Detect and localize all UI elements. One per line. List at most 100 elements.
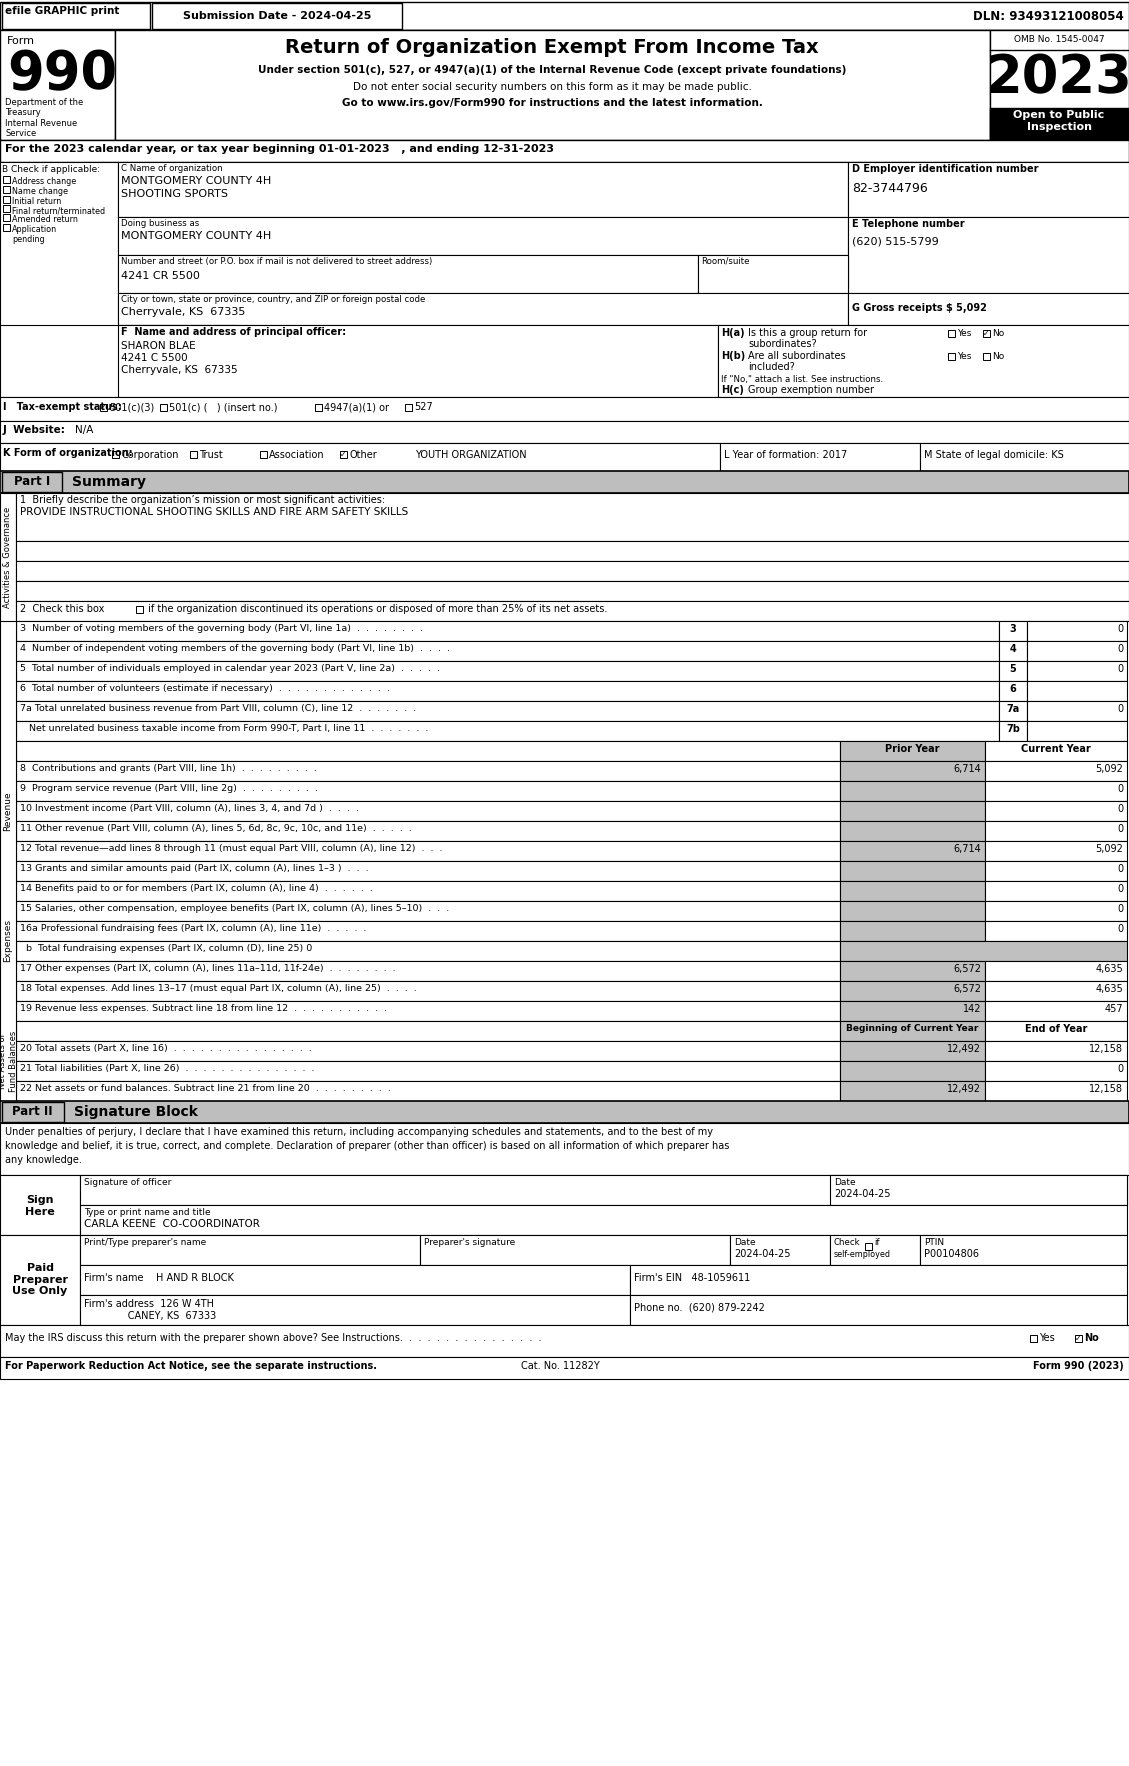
Bar [840, 761, 984, 781]
Bar [16, 922, 840, 941]
Bar [984, 1061, 1127, 1081]
Bar [16, 562, 1129, 581]
Text: subordinates?: subordinates? [749, 339, 816, 350]
Bar [990, 30, 1129, 140]
Text: 0: 0 [1117, 784, 1123, 795]
Text: ✓: ✓ [100, 403, 106, 411]
Bar [119, 293, 848, 325]
Text: 18 Total expenses. Add lines 13–17 (must equal Part IX, column (A), line 25)  . : 18 Total expenses. Add lines 13–17 (must… [20, 984, 417, 992]
Text: b  Total fundraising expenses (Part IX, column (D), line 25) 0: b Total fundraising expenses (Part IX, c… [20, 945, 313, 954]
Bar [999, 701, 1027, 721]
Bar [16, 781, 840, 802]
Bar [119, 325, 718, 397]
Bar [1075, 1335, 1082, 1342]
Text: Department of the
Treasury
Internal Revenue
Service: Department of the Treasury Internal Reve… [5, 97, 84, 138]
Bar [16, 600, 1129, 622]
Text: 12 Total revenue—add lines 8 through 11 (must equal Part VIII, column (A), line : 12 Total revenue—add lines 8 through 11 … [20, 844, 443, 853]
Text: 6,572: 6,572 [953, 984, 981, 994]
Text: Sign
Here: Sign Here [25, 1196, 55, 1217]
Bar [840, 781, 984, 802]
Text: Are all subordinates: Are all subordinates [749, 351, 846, 360]
Bar [80, 1204, 1127, 1234]
Bar [16, 1081, 840, 1100]
Text: Trust: Trust [199, 450, 222, 459]
Text: 4241 C 5500: 4241 C 5500 [121, 353, 187, 364]
Text: For Paperwork Reduction Act Notice, see the separate instructions.: For Paperwork Reduction Act Notice, see … [5, 1362, 377, 1370]
Text: Application
pending: Application pending [12, 224, 58, 244]
Bar [984, 821, 1127, 841]
Text: 19 Revenue less expenses. Subtract line 18 from line 12  .  .  .  .  .  .  .  . : 19 Revenue less expenses. Subtract line … [20, 1005, 387, 1014]
Bar [840, 961, 984, 980]
Bar [16, 1001, 840, 1021]
Text: efile GRAPHIC print: efile GRAPHIC print [5, 5, 120, 16]
Text: Submission Date - 2024-04-25: Submission Date - 2024-04-25 [183, 11, 371, 21]
Text: Name change: Name change [12, 187, 68, 196]
Text: if: if [874, 1238, 879, 1247]
Text: 8  Contributions and grants (Part VIII, line 1h)  .  .  .  .  .  .  .  .  .: 8 Contributions and grants (Part VIII, l… [20, 765, 317, 774]
Bar [3, 224, 10, 231]
Text: 10 Investment income (Part VIII, column (A), lines 3, 4, and 7d )  .  .  .  .: 10 Investment income (Part VIII, column … [20, 804, 359, 812]
Bar [119, 254, 698, 293]
Text: Net unrelated business taxable income from Form 990-T, Part I, line 11  .  .  . : Net unrelated business taxable income fr… [20, 724, 428, 733]
Text: M State of legal domicile: KS: M State of legal domicile: KS [924, 450, 1064, 459]
Text: 0: 0 [1117, 864, 1123, 874]
Bar [984, 1001, 1127, 1021]
Bar [152, 4, 402, 28]
Bar [730, 1234, 830, 1264]
Text: OMB No. 1545-0047: OMB No. 1545-0047 [1014, 35, 1104, 44]
Text: Final return/terminated: Final return/terminated [12, 207, 105, 215]
Text: Association: Association [269, 450, 325, 459]
Text: Cherryvale, KS  67335: Cherryvale, KS 67335 [121, 307, 245, 318]
Text: 7b: 7b [1006, 724, 1019, 735]
Bar [984, 881, 1127, 901]
Text: 4  Number of independent voting members of the governing body (Part VI, line 1b): 4 Number of independent voting members o… [20, 645, 450, 653]
Text: 2024-04-25: 2024-04-25 [834, 1189, 891, 1199]
Bar [2, 1102, 64, 1121]
Bar [190, 450, 196, 457]
Text: 6,572: 6,572 [953, 964, 981, 975]
Text: Firm's name    H AND R BLOCK: Firm's name H AND R BLOCK [84, 1273, 234, 1284]
Text: No: No [992, 351, 1005, 360]
Bar [2, 472, 62, 493]
Text: Current Year: Current Year [1021, 743, 1091, 754]
Text: MONTGOMERY COUNTY 4H: MONTGOMERY COUNTY 4H [121, 177, 271, 185]
Bar [0, 493, 16, 1157]
Bar [3, 214, 10, 221]
Text: Group exemption number: Group exemption number [749, 385, 874, 396]
Bar [135, 606, 143, 613]
Text: Room/suite: Room/suite [701, 258, 750, 267]
Bar [16, 660, 999, 682]
Text: Cherryvale, KS  67335: Cherryvale, KS 67335 [121, 366, 237, 374]
Bar [999, 660, 1027, 682]
Text: H(c): H(c) [721, 385, 744, 396]
Bar [984, 901, 1127, 922]
Text: 6,714: 6,714 [953, 765, 981, 774]
Text: Date: Date [834, 1178, 856, 1187]
Bar [984, 862, 1127, 881]
Bar [16, 1021, 840, 1040]
Bar [0, 1324, 1129, 1356]
Text: Yes: Yes [957, 328, 971, 337]
Text: ✓: ✓ [340, 450, 347, 459]
Text: 5,092: 5,092 [1095, 844, 1123, 855]
Text: 4,635: 4,635 [1095, 964, 1123, 975]
Bar [983, 330, 990, 337]
Text: Firm's address  126 W 4TH: Firm's address 126 W 4TH [84, 1300, 215, 1309]
Bar [0, 2, 1129, 30]
Bar [840, 862, 984, 881]
Text: 12,158: 12,158 [1089, 1044, 1123, 1054]
Text: H(b): H(b) [721, 351, 745, 360]
Bar [112, 450, 119, 457]
Bar [840, 1021, 984, 1040]
Bar [984, 961, 1127, 980]
Text: 12,158: 12,158 [1089, 1084, 1123, 1093]
Text: Signature Block: Signature Block [75, 1106, 198, 1120]
Text: 0: 0 [1117, 1063, 1123, 1074]
Text: 9  Program service revenue (Part VIII, line 2g)  .  .  .  .  .  .  .  .  .: 9 Program service revenue (Part VIII, li… [20, 784, 318, 793]
Bar [0, 397, 1129, 420]
Text: For the 2023 calendar year, or tax year beginning 01-01-2023   , and ending 12-3: For the 2023 calendar year, or tax year … [5, 145, 554, 154]
Text: Part II: Part II [11, 1106, 52, 1118]
Text: self-employed: self-employed [834, 1250, 891, 1259]
Bar [0, 1174, 80, 1234]
Text: 0: 0 [1117, 904, 1123, 915]
